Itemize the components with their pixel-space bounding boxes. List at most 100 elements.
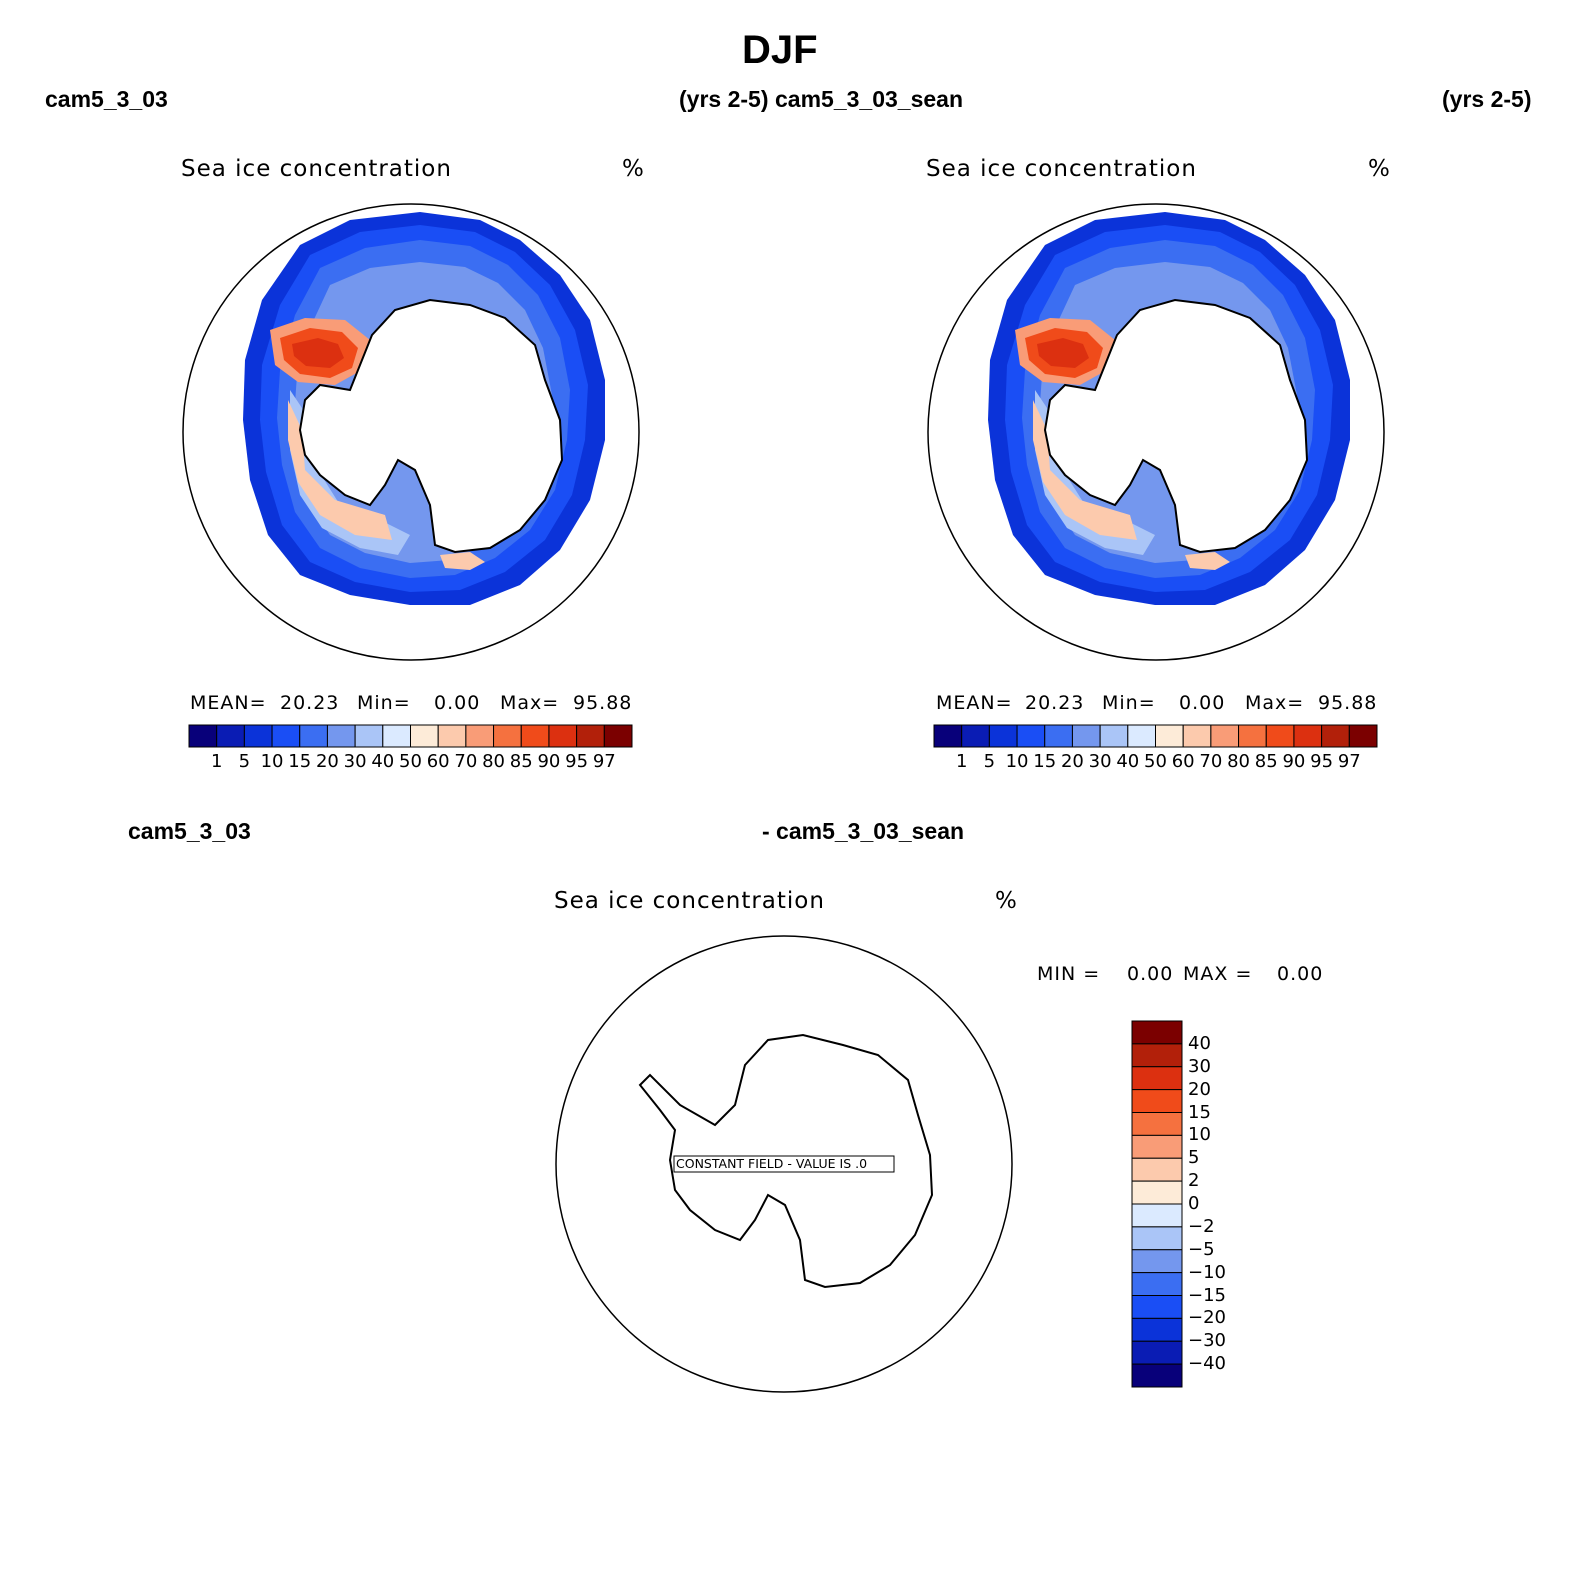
- panel2-colorbar-swatch: [1238, 724, 1267, 748]
- panel2-colorbar-swatch: [1155, 724, 1184, 748]
- panel2-colorbar-tick-label: 1: [955, 751, 968, 772]
- panel1-colorbar-swatch: [548, 724, 578, 748]
- diff-colorbar-tick-label: 20: [1188, 1078, 1211, 1100]
- panel1-colorbar-swatch: [243, 724, 273, 748]
- diff-right-label: - cam5_3_03_sean: [762, 818, 965, 844]
- diff-colorbar-swatch: [1131, 1226, 1183, 1251]
- panel2-colorbar-swatch: [1293, 724, 1323, 748]
- panel1-min-label: Min=: [357, 692, 411, 714]
- panel2-min-value: 0.00: [1179, 692, 1226, 714]
- panel2-mean-label: MEAN=: [936, 692, 1013, 714]
- panel1-ice-ring-6: [288, 400, 392, 540]
- panel2-colorbar-swatch: [1348, 724, 1378, 748]
- panel1-colorbar-tick-label: 60: [426, 751, 450, 772]
- panel1-colorbar-tick-label: 85: [509, 751, 533, 772]
- panel1-colorbar-tick-label: 5: [238, 751, 251, 772]
- panel1-map: [182, 203, 640, 661]
- diff-colorbar-swatch: [1131, 1317, 1183, 1342]
- panel1-mean-label: MEAN=: [190, 692, 267, 714]
- diff-colorbar-swatch: [1131, 1134, 1183, 1159]
- diff-colorbar-swatch: [1131, 1272, 1183, 1296]
- panel1-colorbar-tick-label: 15: [288, 751, 312, 772]
- constant-field-label: CONSTANT FIELD - VALUE IS .0: [676, 1156, 868, 1171]
- panel2-colorbar-swatch: [1182, 724, 1212, 748]
- panel1-colorbar-tick-label: 97: [592, 751, 616, 772]
- diff-colorbar-tick-label: 10: [1188, 1124, 1211, 1146]
- diff-colorbar-tick-label: 5: [1188, 1147, 1200, 1169]
- panel2-case-name: cam5_3_03_sean: [775, 86, 963, 112]
- diff-colorbar-tick-label: 30: [1188, 1055, 1211, 1077]
- panel2-colorbar-tick-label: 90: [1282, 751, 1306, 772]
- panel2-colorbar-swatch: [1265, 724, 1295, 748]
- panel2-colorbar-tick-label: 50: [1144, 751, 1167, 772]
- panel1-case-name: cam5_3_03: [45, 86, 168, 112]
- diff-colorbar-swatch: [1131, 1340, 1183, 1365]
- panel2-colorbar-swatch: [1044, 724, 1073, 748]
- panel2-colorbar-tick-label: 85: [1254, 751, 1278, 772]
- panel2-colorbar-tick-label: 40: [1116, 751, 1140, 772]
- panel1-colorbar-tick-label: 80: [482, 751, 506, 772]
- panel2-ice-ross: [1185, 552, 1230, 570]
- panel1-colorbar-tick-label: 20: [315, 751, 339, 772]
- diff-colorbar-tick-label: −2: [1188, 1215, 1215, 1237]
- panel1-colorbar-swatch: [299, 724, 328, 748]
- panel1-colorbar-tick-label: 40: [371, 751, 395, 772]
- panel1-colorbar-swatch: [382, 724, 411, 748]
- diff-variable-title: Sea ice concentration: [554, 888, 825, 914]
- panel2-colorbar-tick-label: 97: [1337, 751, 1361, 772]
- panel2-colorbar-tick-label: 60: [1171, 751, 1195, 772]
- panel1-colorbar-tick-label: 70: [454, 751, 478, 772]
- diff-colorbar-swatch: [1131, 1112, 1183, 1136]
- panel2-colorbar-tick-label: 70: [1199, 751, 1223, 772]
- diff-colorbar-swatch: [1131, 1066, 1183, 1091]
- diff-colorbar-tick-label: 2: [1188, 1170, 1200, 1192]
- diff-colorbar-tick-label: −30: [1188, 1330, 1226, 1352]
- panel1-variable-title: Sea ice concentration: [181, 156, 452, 182]
- panel1-colorbar-tick-label: 30: [343, 751, 367, 772]
- diff-colorbar-tick-label: 15: [1188, 1101, 1211, 1123]
- diff-colorbar-swatch: [1131, 1203, 1183, 1228]
- panel1-colorbar-tick-label: 10: [260, 751, 284, 772]
- panel2-colorbar-swatch: [988, 724, 1018, 748]
- diff-antarctica: [638, 1033, 934, 1289]
- diff-max-value: 0.00: [1277, 963, 1324, 985]
- panel1-colorbar-swatch: [216, 724, 245, 748]
- panel2-antarctica: [1043, 298, 1309, 554]
- panel2-colorbar-tick-label: 80: [1227, 751, 1251, 772]
- diff-colorbar-tick-label: −20: [1188, 1307, 1226, 1329]
- panel1-colorbar-swatch: [271, 724, 301, 748]
- panel2-units: %: [1368, 156, 1391, 182]
- panel2-colorbar-tick-label: 20: [1060, 751, 1084, 772]
- panel2-colorbar-tick-label: 95: [1310, 751, 1334, 772]
- panel2-colorbar-tick-label: 10: [1005, 751, 1029, 772]
- panel2-years: (yrs 2-5): [1442, 86, 1532, 112]
- panel1-min-value: 0.00: [434, 692, 481, 714]
- panel2-min-label: Min=: [1102, 692, 1156, 714]
- panel2-max-value: 95.88: [1318, 692, 1378, 714]
- panel1-colorbar-swatch: [465, 724, 495, 748]
- diff-colorbar-swatch: [1131, 1295, 1183, 1319]
- panel2-mean-value: 20.23: [1025, 692, 1085, 714]
- panel1-colorbar-swatch: [437, 724, 467, 748]
- panel1-max-label: Max=: [500, 692, 560, 714]
- panel1-colorbar-swatch: [326, 724, 356, 748]
- diff-colorbar-swatch: [1131, 1249, 1183, 1274]
- panel2-variable-title: Sea ice concentration: [926, 156, 1197, 182]
- panel1-colorbar-swatch: [354, 724, 384, 748]
- figure-title: DJF: [742, 28, 818, 72]
- panel1-years: (yrs 2-5): [679, 86, 769, 112]
- panel2-colorbar-tick-label: 15: [1033, 751, 1057, 772]
- diff-max-label: MAX =: [1183, 963, 1253, 985]
- diff-colorbar-swatch: [1131, 1089, 1183, 1113]
- panel1-colorbar-swatch: [188, 724, 218, 748]
- constant-field-box: [673, 1155, 895, 1173]
- panel2-colorbar-swatch: [1127, 724, 1156, 748]
- panel1-colorbar-tick-label: 1: [210, 751, 223, 772]
- panel1-colorbar-swatch: [520, 724, 550, 748]
- panel1-colorbar-swatch: [493, 724, 522, 748]
- panel1-colorbar-tick-label: 90: [537, 751, 561, 772]
- panel2-max-label: Max=: [1245, 692, 1305, 714]
- panel2-colorbar-tick-label: 5: [983, 751, 996, 772]
- diff-colorbar-swatch: [1131, 1020, 1183, 1045]
